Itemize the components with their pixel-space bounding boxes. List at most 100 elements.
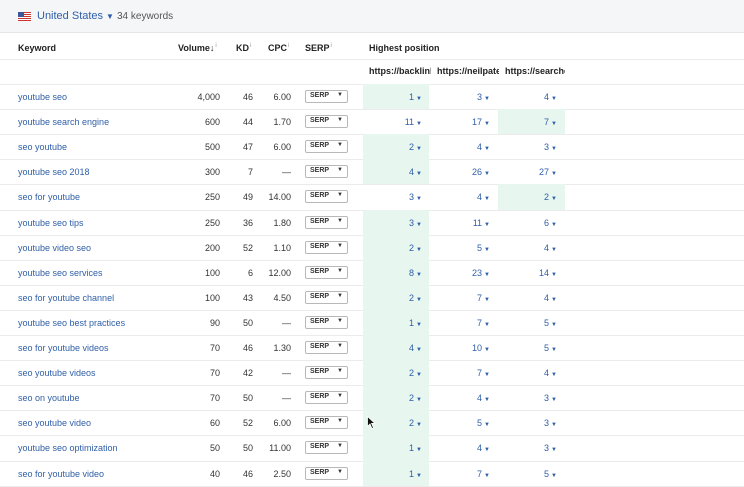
keyword-link[interactable]: seo for youtube video (18, 468, 105, 479)
position-value[interactable]: 2 ▼ (384, 367, 422, 381)
keyword-link[interactable]: seo on youtube (18, 393, 80, 404)
position-value[interactable]: 5 ▼ (452, 417, 490, 431)
serp-button[interactable]: SERP ▼ (305, 391, 348, 405)
position-value[interactable]: 1 ▼ (384, 317, 422, 331)
serp-button[interactable]: SERP ▼ (305, 441, 348, 455)
position-value[interactable]: 1 ▼ (384, 442, 422, 456)
position-value[interactable]: 7 ▼ (452, 367, 490, 381)
position-value[interactable]: 3 ▼ (519, 442, 557, 456)
position-value[interactable]: 23 ▼ (452, 267, 490, 281)
kd-label: KD (236, 43, 249, 53)
position-value[interactable]: 14 ▼ (519, 267, 557, 281)
position-value[interactable]: 3 ▼ (519, 392, 557, 406)
position-value[interactable]: 2 ▼ (384, 417, 422, 431)
url-header-2[interactable]: https://neilpatel (437, 66, 499, 76)
column-header-volume[interactable]: Volume↓i (178, 43, 217, 53)
serp-button[interactable]: SERP ▼ (305, 190, 348, 204)
keyword-link[interactable]: youtube video seo (18, 242, 92, 253)
keyword-link[interactable]: youtube seo best practices (18, 317, 126, 328)
serp-button[interactable]: SERP ▼ (305, 315, 348, 329)
position-value[interactable]: 11 ▼ (452, 217, 490, 231)
position-value[interactable]: 5 ▼ (519, 317, 557, 331)
position-value[interactable]: 17 ▼ (452, 116, 490, 130)
serp-button[interactable]: SERP ▼ (305, 165, 348, 179)
position-value[interactable]: 3 ▼ (384, 217, 422, 231)
keyword-link[interactable]: seo youtube video (18, 418, 92, 429)
position-value[interactable]: 2 ▼ (384, 242, 422, 256)
caret-down-icon: ▼ (337, 317, 343, 324)
serp-button[interactable]: SERP ▼ (305, 416, 348, 430)
keyword-link[interactable]: youtube seo tips (18, 217, 84, 228)
position-value[interactable]: 5 ▼ (452, 242, 490, 256)
serp-button-label: SERP (310, 317, 330, 325)
keyword-link[interactable]: seo for youtube videos (18, 343, 109, 353)
serp-button[interactable]: SERP ▼ (305, 240, 348, 254)
position-value[interactable]: 4 ▼ (519, 242, 557, 256)
column-header-cpc[interactable]: CPCi (268, 43, 289, 53)
keyword-link[interactable]: youtube seo optimization (18, 443, 118, 454)
position-value[interactable]: 7 ▼ (452, 292, 490, 306)
position-value[interactable]: 4 ▼ (384, 342, 422, 356)
column-header-keyword[interactable]: Keyword (18, 43, 57, 53)
caret-down-icon: ▼ (416, 472, 422, 479)
position-value[interactable]: 10 ▼ (452, 342, 490, 356)
keyword-link[interactable]: seo for youtube channel (18, 292, 115, 303)
position-value[interactable]: 1 ▼ (384, 468, 422, 482)
position-value[interactable]: 2 ▼ (384, 392, 422, 406)
serp-button[interactable]: SERP ▼ (305, 140, 348, 154)
position-value[interactable]: 7 ▼ (519, 116, 557, 130)
serp-button[interactable]: SERP ▼ (305, 265, 348, 279)
url-header-1[interactable]: https://backlinko (369, 66, 431, 76)
caret-down-icon: ▼ (416, 221, 422, 228)
position-value[interactable]: 3 ▼ (519, 141, 557, 155)
position-value[interactable]: 4 ▼ (452, 191, 490, 205)
country-selector[interactable]: United States ▼ (37, 10, 114, 22)
position-value[interactable]: 4 ▼ (519, 367, 557, 381)
position-value[interactable]: 7 ▼ (452, 468, 490, 482)
position-value[interactable]: 3 ▼ (384, 191, 422, 205)
sort-desc-icon: ↓ (209, 43, 215, 53)
position-value[interactable]: 26 ▼ (452, 166, 490, 180)
keyword-link[interactable]: youtube search engine (18, 117, 110, 128)
position-value[interactable]: 7 ▼ (452, 317, 490, 331)
position-value[interactable]: 6 ▼ (519, 217, 557, 231)
position-value[interactable]: 2 ▼ (519, 191, 557, 205)
position-value[interactable]: 2 ▼ (384, 141, 422, 155)
serp-button[interactable]: SERP ▼ (305, 90, 348, 103)
keyword-link[interactable]: youtube seo 2018 (18, 167, 90, 178)
column-header-serp[interactable]: SERPi (305, 43, 332, 53)
serp-button-label: SERP (310, 92, 330, 99)
position-value[interactable]: 27 ▼ (519, 166, 557, 180)
position-value[interactable]: 4 ▼ (384, 166, 422, 180)
keyword-link[interactable]: youtube seo (18, 92, 68, 102)
position-value[interactable]: 4 ▼ (519, 292, 557, 306)
position-value[interactable]: 3 ▼ (452, 91, 490, 105)
position-value[interactable]: 4 ▼ (452, 141, 490, 155)
keyword-link[interactable]: seo youtube videos (18, 368, 96, 379)
position-value[interactable]: 1 ▼ (384, 91, 422, 105)
serp-button[interactable]: SERP ▼ (305, 290, 348, 304)
serp-button[interactable]: SERP ▼ (305, 341, 348, 354)
position-value[interactable]: 4 ▼ (519, 91, 557, 105)
serp-button[interactable]: SERP ▼ (305, 115, 348, 129)
keyword-link[interactable]: youtube seo services (18, 267, 103, 278)
keyword-link[interactable]: seo youtube (18, 142, 68, 153)
position-number: 4 (544, 242, 550, 253)
position-value[interactable]: 4 ▼ (452, 442, 490, 456)
caret-down-icon: ▼ (551, 121, 557, 128)
serp-button[interactable]: SERP ▼ (305, 466, 348, 480)
position-value[interactable]: 5 ▼ (519, 342, 557, 356)
serp-button[interactable]: SERP ▼ (305, 366, 348, 380)
serp-button[interactable]: SERP ▼ (305, 215, 348, 229)
position-value[interactable]: 8 ▼ (384, 267, 422, 281)
position-value[interactable]: 11 ▼ (384, 116, 422, 130)
position-value[interactable]: 4 ▼ (452, 392, 490, 406)
keyword-link[interactable]: seo for youtube (18, 192, 81, 203)
column-header-kd[interactable]: KDi (236, 43, 251, 53)
position-value[interactable]: 2 ▼ (384, 292, 422, 306)
caret-down-icon: ▼ (484, 146, 490, 153)
cpc-value: 1.30 (273, 343, 291, 353)
position-value[interactable]: 3 ▼ (519, 417, 557, 431)
position-value[interactable]: 5 ▼ (519, 468, 557, 482)
